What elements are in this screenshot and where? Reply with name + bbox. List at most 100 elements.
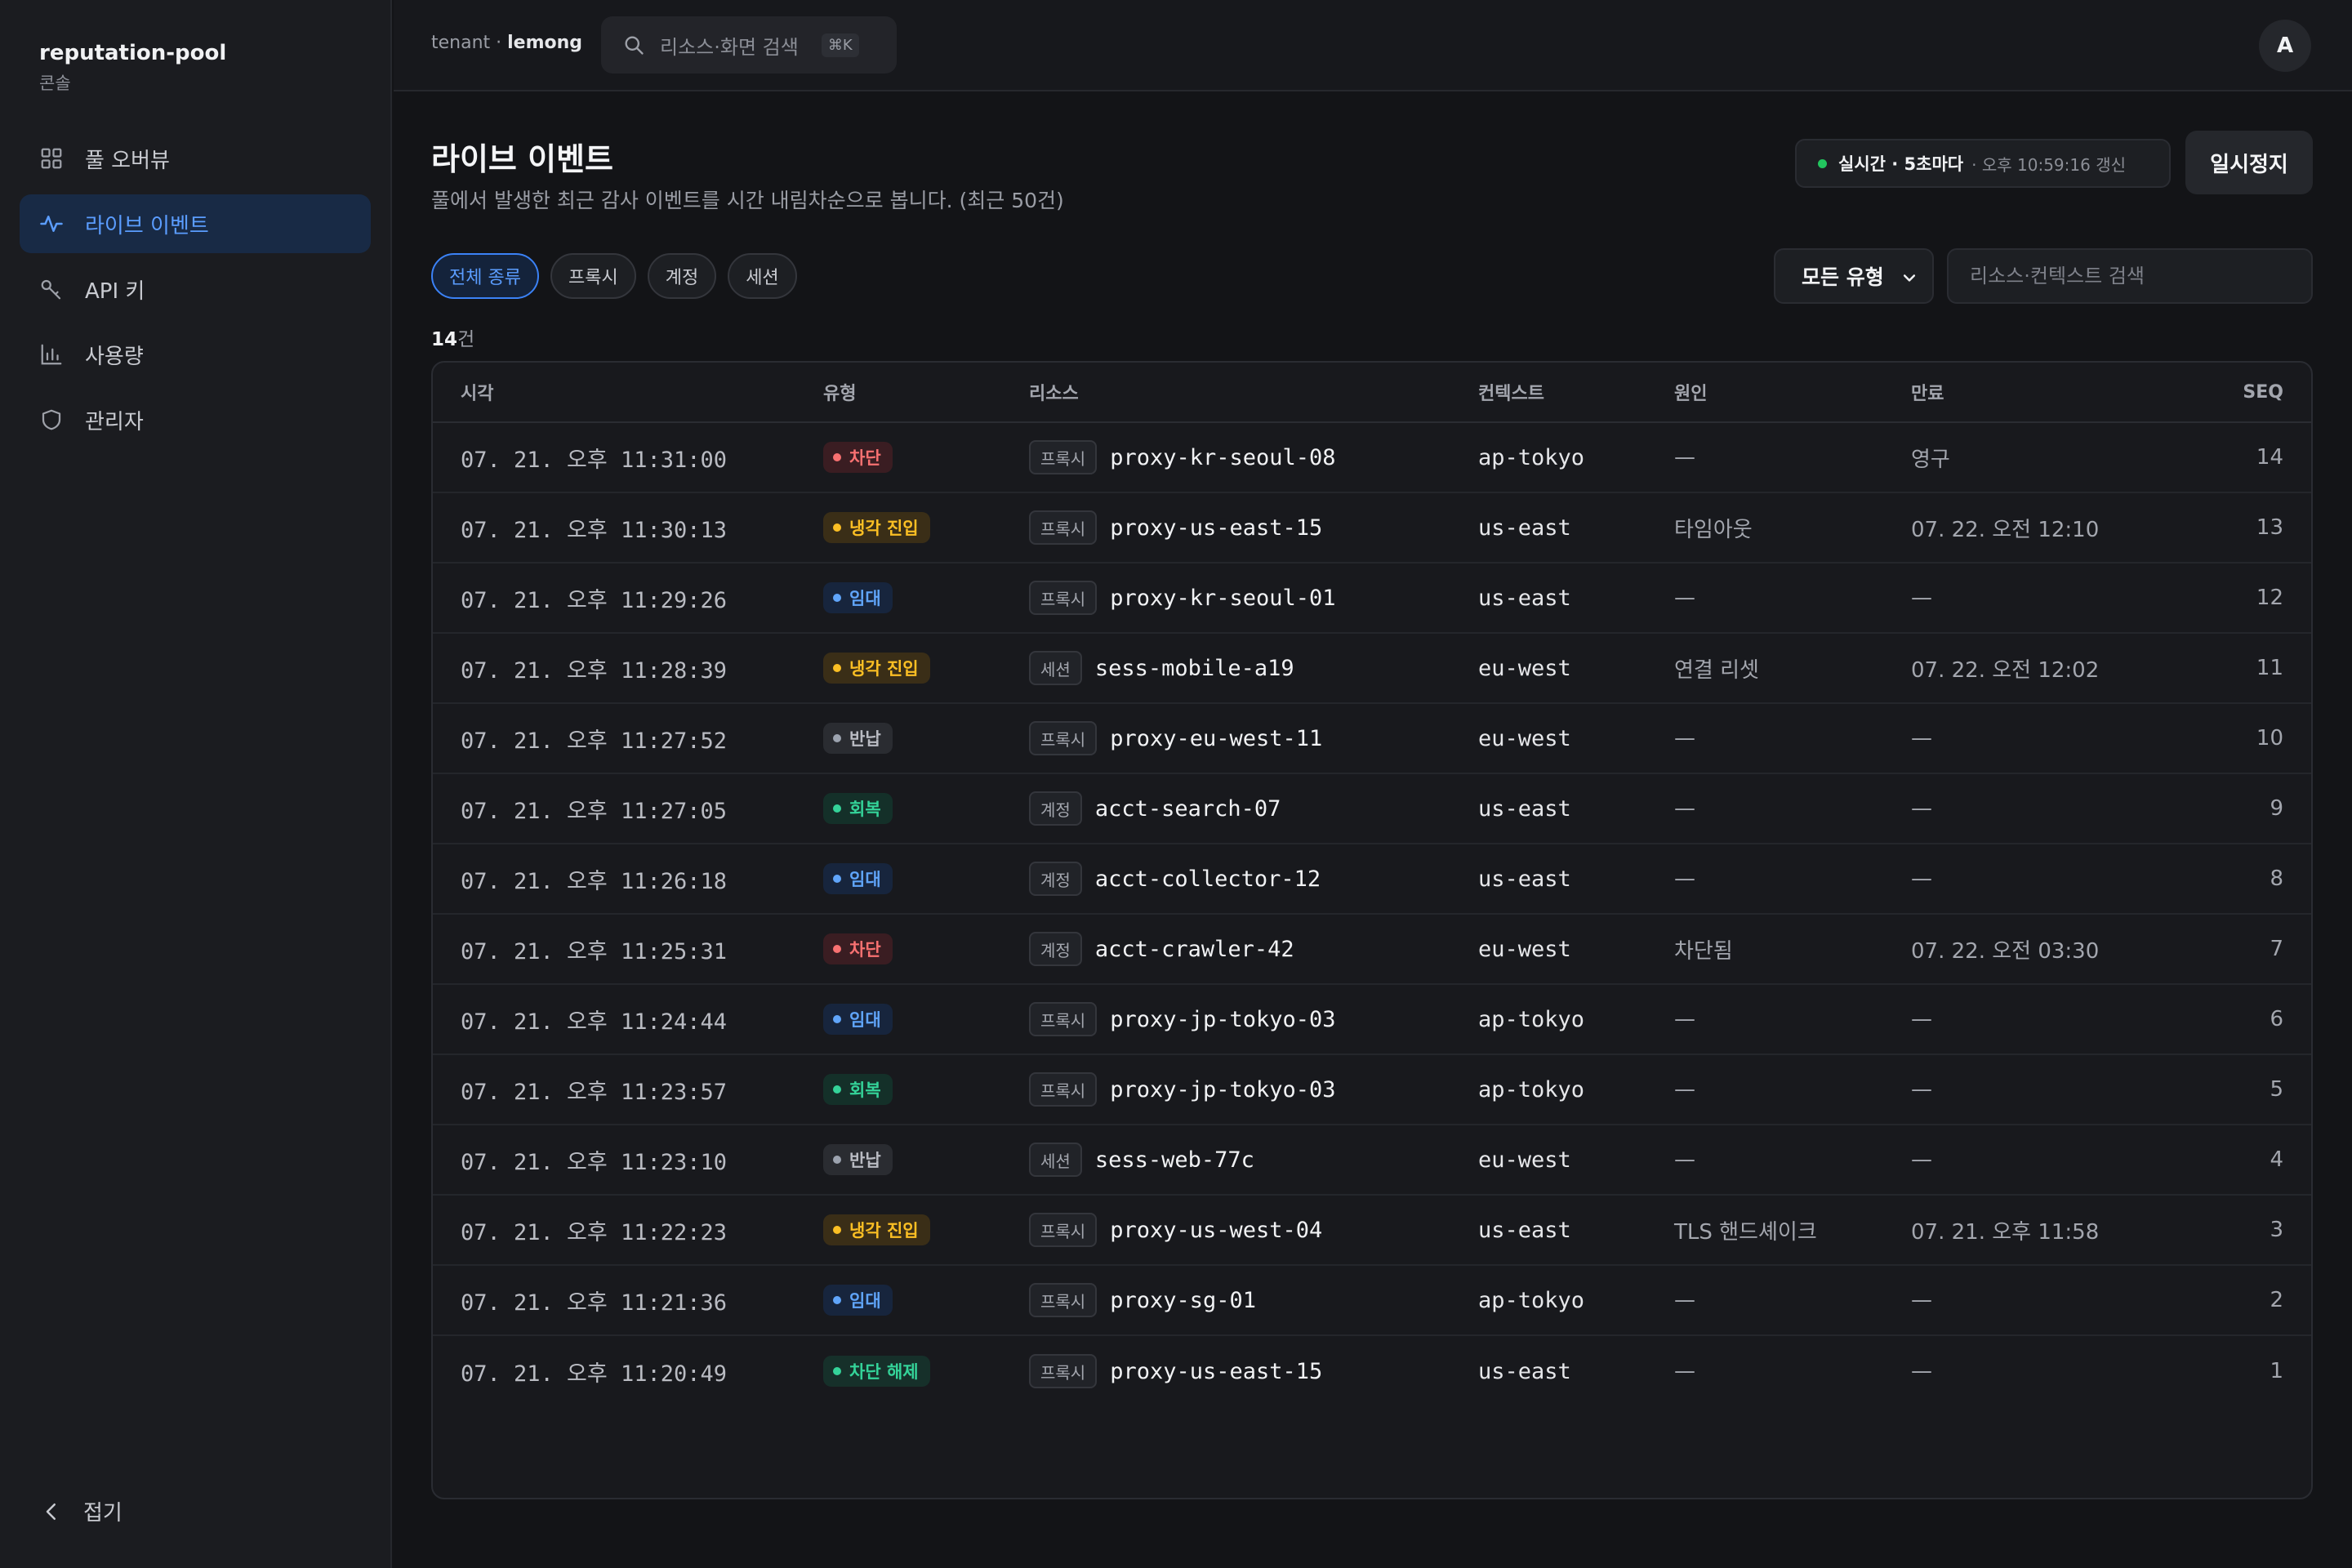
event-seq: 6 — [2270, 1007, 2283, 1031]
resource-name[interactable]: acct-collector-12 — [1094, 866, 1321, 892]
event-time: 07. 21. 오후 11:26:18 — [461, 868, 728, 894]
chip-session[interactable]: 세션 — [728, 253, 797, 299]
event-cause: — — [1674, 1359, 1695, 1383]
event-cause: — — [1674, 1077, 1695, 1102]
sidebar-item-api-keys[interactable]: API 키 — [20, 260, 371, 318]
key-icon — [39, 277, 64, 301]
chevron-left-icon — [39, 1499, 64, 1524]
event-type-cell: 임대 — [823, 1004, 1029, 1035]
table-row[interactable]: 07. 21. 오후 11:21:36 임대 프록시 proxy-sg-01 ap-to… — [433, 1266, 2311, 1336]
event-seq: 5 — [2270, 1077, 2283, 1102]
resource-name[interactable]: proxy-us-east-15 — [1110, 514, 1323, 541]
col-time[interactable]: 시각 — [461, 384, 494, 404]
sidebar-item-admin[interactable]: 관리자 — [20, 390, 371, 449]
resource-context-search-input[interactable] — [1947, 248, 2313, 304]
event-type-label: 임대 — [849, 1010, 881, 1030]
table-row[interactable]: 07. 21. 오후 11:28:39 냉각 진입 세션 sess-mobile-a1… — [433, 634, 2311, 704]
col-resource[interactable]: 리소스 — [1029, 384, 1079, 404]
col-expiry[interactable]: 만료 — [1911, 384, 1944, 404]
event-expiry: — — [1911, 1147, 1932, 1172]
resource-name[interactable]: acct-search-07 — [1094, 795, 1281, 822]
resource-name[interactable]: proxy-us-west-04 — [1110, 1217, 1323, 1243]
table-row[interactable]: 07. 21. 오후 11:30:13 냉각 진입 프록시 proxy-us-east… — [433, 493, 2311, 564]
resource-cell: 프록시 proxy-kr-seoul-08 — [1029, 440, 1478, 474]
type-select[interactable]: 모든 유형 — [1774, 248, 1934, 304]
resource-name[interactable]: proxy-jp-tokyo-03 — [1110, 1006, 1336, 1032]
event-cause: — — [1674, 866, 1695, 891]
event-cause: 연결 리셋 — [1674, 657, 1759, 683]
resource-name[interactable]: proxy-us-east-15 — [1110, 1358, 1323, 1384]
tenant-prefix: tenant · — [431, 33, 508, 53]
col-cause[interactable]: 원인 — [1674, 384, 1708, 404]
table-row[interactable]: 07. 21. 오후 11:27:52 반납 프록시 proxy-eu-west-11… — [433, 704, 2311, 774]
event-seq: 13 — [2256, 515, 2283, 540]
resource-name[interactable]: sess-mobile-a19 — [1094, 655, 1294, 681]
event-expiry: 영구 — [1911, 447, 1950, 472]
live-updated: · 오후 10:59:16 갱신 — [1971, 154, 2126, 175]
event-context: eu-west — [1478, 725, 1571, 751]
col-seq[interactable]: SEQ — [2243, 381, 2283, 403]
avatar[interactable]: A — [2259, 20, 2311, 72]
event-time: 07. 21. 오후 11:21:36 — [461, 1290, 728, 1316]
event-cause: — — [1674, 1288, 1695, 1312]
status-dot-icon — [833, 945, 841, 953]
page-title: 라이브 이벤트 — [431, 141, 613, 177]
event-type-cell: 회복 — [823, 1074, 1029, 1105]
sidebar-item-usage[interactable]: 사용량 — [20, 325, 371, 384]
event-time: 07. 21. 오후 11:31:00 — [461, 447, 728, 473]
table-row[interactable]: 07. 21. 오후 11:23:57 회복 프록시 proxy-jp-tokyo-0… — [433, 1055, 2311, 1125]
chip-account[interactable]: 계정 — [647, 253, 717, 299]
resource-kind-tag: 프록시 — [1029, 1072, 1098, 1107]
table-row[interactable]: 07. 21. 오후 11:23:10 반납 세션 sess-web-77c eu-we… — [433, 1125, 2311, 1196]
status-dot-icon — [833, 804, 841, 813]
table-row[interactable]: 07. 21. 오후 11:31:00 차단 프록시 proxy-kr-seoul-0… — [433, 423, 2311, 493]
resource-name[interactable]: proxy-kr-seoul-01 — [1110, 585, 1336, 611]
event-type-badge: 임대 — [823, 1004, 893, 1035]
brand: reputation-pool 콘솔 — [39, 41, 226, 95]
event-type-badge: 임대 — [823, 582, 893, 613]
resource-cell: 계정 acct-collector-12 — [1029, 862, 1478, 896]
chip-all[interactable]: 전체 종류 — [431, 253, 539, 299]
global-search[interactable]: 리소스·화면 검색 ⌘K — [601, 16, 897, 74]
tenant-indicator: tenant · lemong — [431, 33, 582, 53]
event-time: 07. 21. 오후 11:25:31 — [461, 938, 728, 964]
table-row[interactable]: 07. 21. 오후 11:20:49 차단 해제 프록시 proxy-us-east… — [433, 1336, 2311, 1406]
resource-name[interactable]: acct-crawler-42 — [1094, 936, 1294, 962]
table-row[interactable]: 07. 21. 오후 11:25:31 차단 계정 acct-crawler-42 eu… — [433, 915, 2311, 985]
table-row[interactable]: 07. 21. 오후 11:22:23 냉각 진입 프록시 proxy-us-west… — [433, 1196, 2311, 1266]
event-cause: — — [1674, 796, 1695, 821]
resource-name[interactable]: proxy-kr-seoul-08 — [1110, 444, 1336, 470]
event-expiry: — — [1911, 586, 1932, 610]
col-type[interactable]: 유형 — [823, 384, 857, 404]
table-row[interactable]: 07. 21. 오후 11:26:18 임대 계정 acct-collector-12… — [433, 844, 2311, 915]
event-context: eu-west — [1478, 936, 1571, 962]
live-label: 실시간 · 5초마다 — [1838, 154, 1964, 174]
resource-name[interactable]: proxy-sg-01 — [1110, 1287, 1257, 1313]
event-seq: 1 — [2270, 1359, 2283, 1383]
event-context: us-east — [1478, 1217, 1571, 1243]
table-row[interactable]: 07. 21. 오후 11:27:05 회복 계정 acct-search-07 us-… — [433, 774, 2311, 844]
sidebar-item-pool-overview[interactable]: 풀 오버뷰 — [20, 129, 371, 188]
event-time: 07. 21. 오후 11:22:23 — [461, 1219, 728, 1245]
collapse-button[interactable]: 접기 — [39, 1496, 122, 1526]
sidebar-item-live-events[interactable]: 라이브 이벤트 — [20, 194, 371, 253]
event-type-cell: 임대 — [823, 863, 1029, 894]
events-table: 시각 유형 리소스 컨텍스트 원인 만료 SEQ 07. 21. 오후 11:3… — [431, 361, 2313, 1499]
event-expiry: 07. 22. 오전 03:30 — [1911, 938, 2100, 964]
pause-button[interactable]: 일시정지 — [2185, 131, 2313, 194]
event-type-badge: 임대 — [823, 1285, 893, 1316]
resource-name[interactable]: proxy-jp-tokyo-03 — [1110, 1076, 1336, 1102]
event-expiry: — — [1911, 1359, 1932, 1383]
event-type-cell: 냉각 진입 — [823, 512, 1029, 543]
event-seq: 7 — [2270, 937, 2283, 961]
resource-name[interactable]: sess-web-77c — [1094, 1147, 1254, 1173]
resource-name[interactable]: proxy-eu-west-11 — [1110, 725, 1323, 751]
event-seq: 8 — [2270, 866, 2283, 891]
chip-proxy[interactable]: 프록시 — [550, 253, 636, 299]
topbar: tenant · lemong 리소스·화면 검색 ⌘K A — [394, 0, 2352, 91]
table-row[interactable]: 07. 21. 오후 11:29:26 임대 프록시 proxy-kr-seoul-0… — [433, 564, 2311, 634]
col-context[interactable]: 컨텍스트 — [1478, 384, 1544, 404]
table-row[interactable]: 07. 21. 오후 11:24:44 임대 프록시 proxy-jp-tokyo-0… — [433, 985, 2311, 1055]
event-context: ap-tokyo — [1478, 444, 1585, 470]
status-dot-icon — [833, 664, 841, 672]
